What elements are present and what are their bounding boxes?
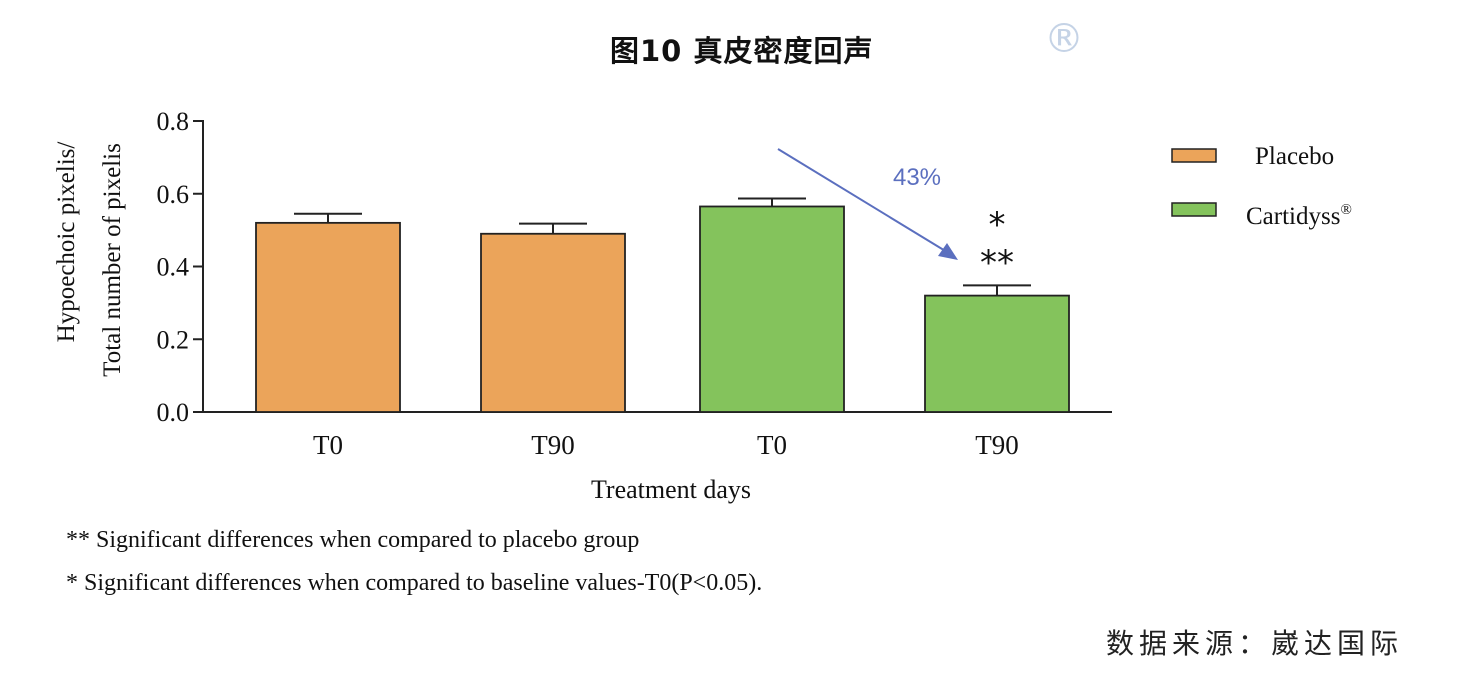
decrease-arrow-line [777, 148, 948, 253]
legend-swatch-cartidyss [1171, 202, 1217, 217]
bar [480, 232, 626, 413]
bar [699, 205, 845, 413]
y-tick-label: 0.8 [157, 107, 190, 136]
bar [255, 221, 401, 413]
bar [924, 294, 1070, 413]
bars [255, 197, 1070, 413]
legend: Placebo Cartidyss® [1171, 143, 1352, 230]
decrease-arrow-head [938, 243, 958, 260]
registered-mark: ® [1044, 16, 1084, 62]
significance-star-single: * [989, 205, 1006, 245]
footnote-placebo: ** Significant differences when compared… [66, 527, 640, 553]
decrease-arrow [777, 148, 958, 260]
y-tick-label: 0.4 [157, 253, 190, 282]
significance-star-double: ** [980, 243, 1014, 283]
y-tick-label: 0.2 [157, 325, 190, 354]
y-axis-title-line-1: Hypoechoic pixelis/ [53, 142, 80, 343]
chart-title: 图10 真皮密度回声 [610, 34, 874, 68]
legend-label-cartidyss-name: Cartidyss [1246, 203, 1340, 230]
y-tick-label: 0.0 [157, 398, 190, 427]
change-percent-label: 43% [893, 164, 941, 191]
x-tick-label: T90 [975, 430, 1019, 460]
x-axis-title: Treatment days [591, 475, 751, 504]
legend-label-cartidyss: Cartidyss® [1246, 202, 1352, 230]
labels: 0.0 0.2 0.4 0.6 0.8 T0 T90 T0 T90 [157, 107, 1019, 460]
footnote-baseline: * Significant differences when compared … [66, 570, 763, 596]
x-tick-label: T90 [531, 430, 575, 460]
legend-label-placebo: Placebo [1255, 143, 1334, 170]
x-tick-label: T0 [757, 430, 787, 460]
x-tick-label: T0 [313, 430, 343, 460]
data-source: 数据来源：崴达国际 [1105, 627, 1403, 660]
y-axis-title-line-2: Total number of pixelis [99, 143, 126, 377]
y-tick-label: 0.6 [157, 180, 190, 209]
legend-label-cartidyss-sup: ® [1340, 202, 1351, 218]
legend-swatch-placebo [1171, 148, 1217, 163]
